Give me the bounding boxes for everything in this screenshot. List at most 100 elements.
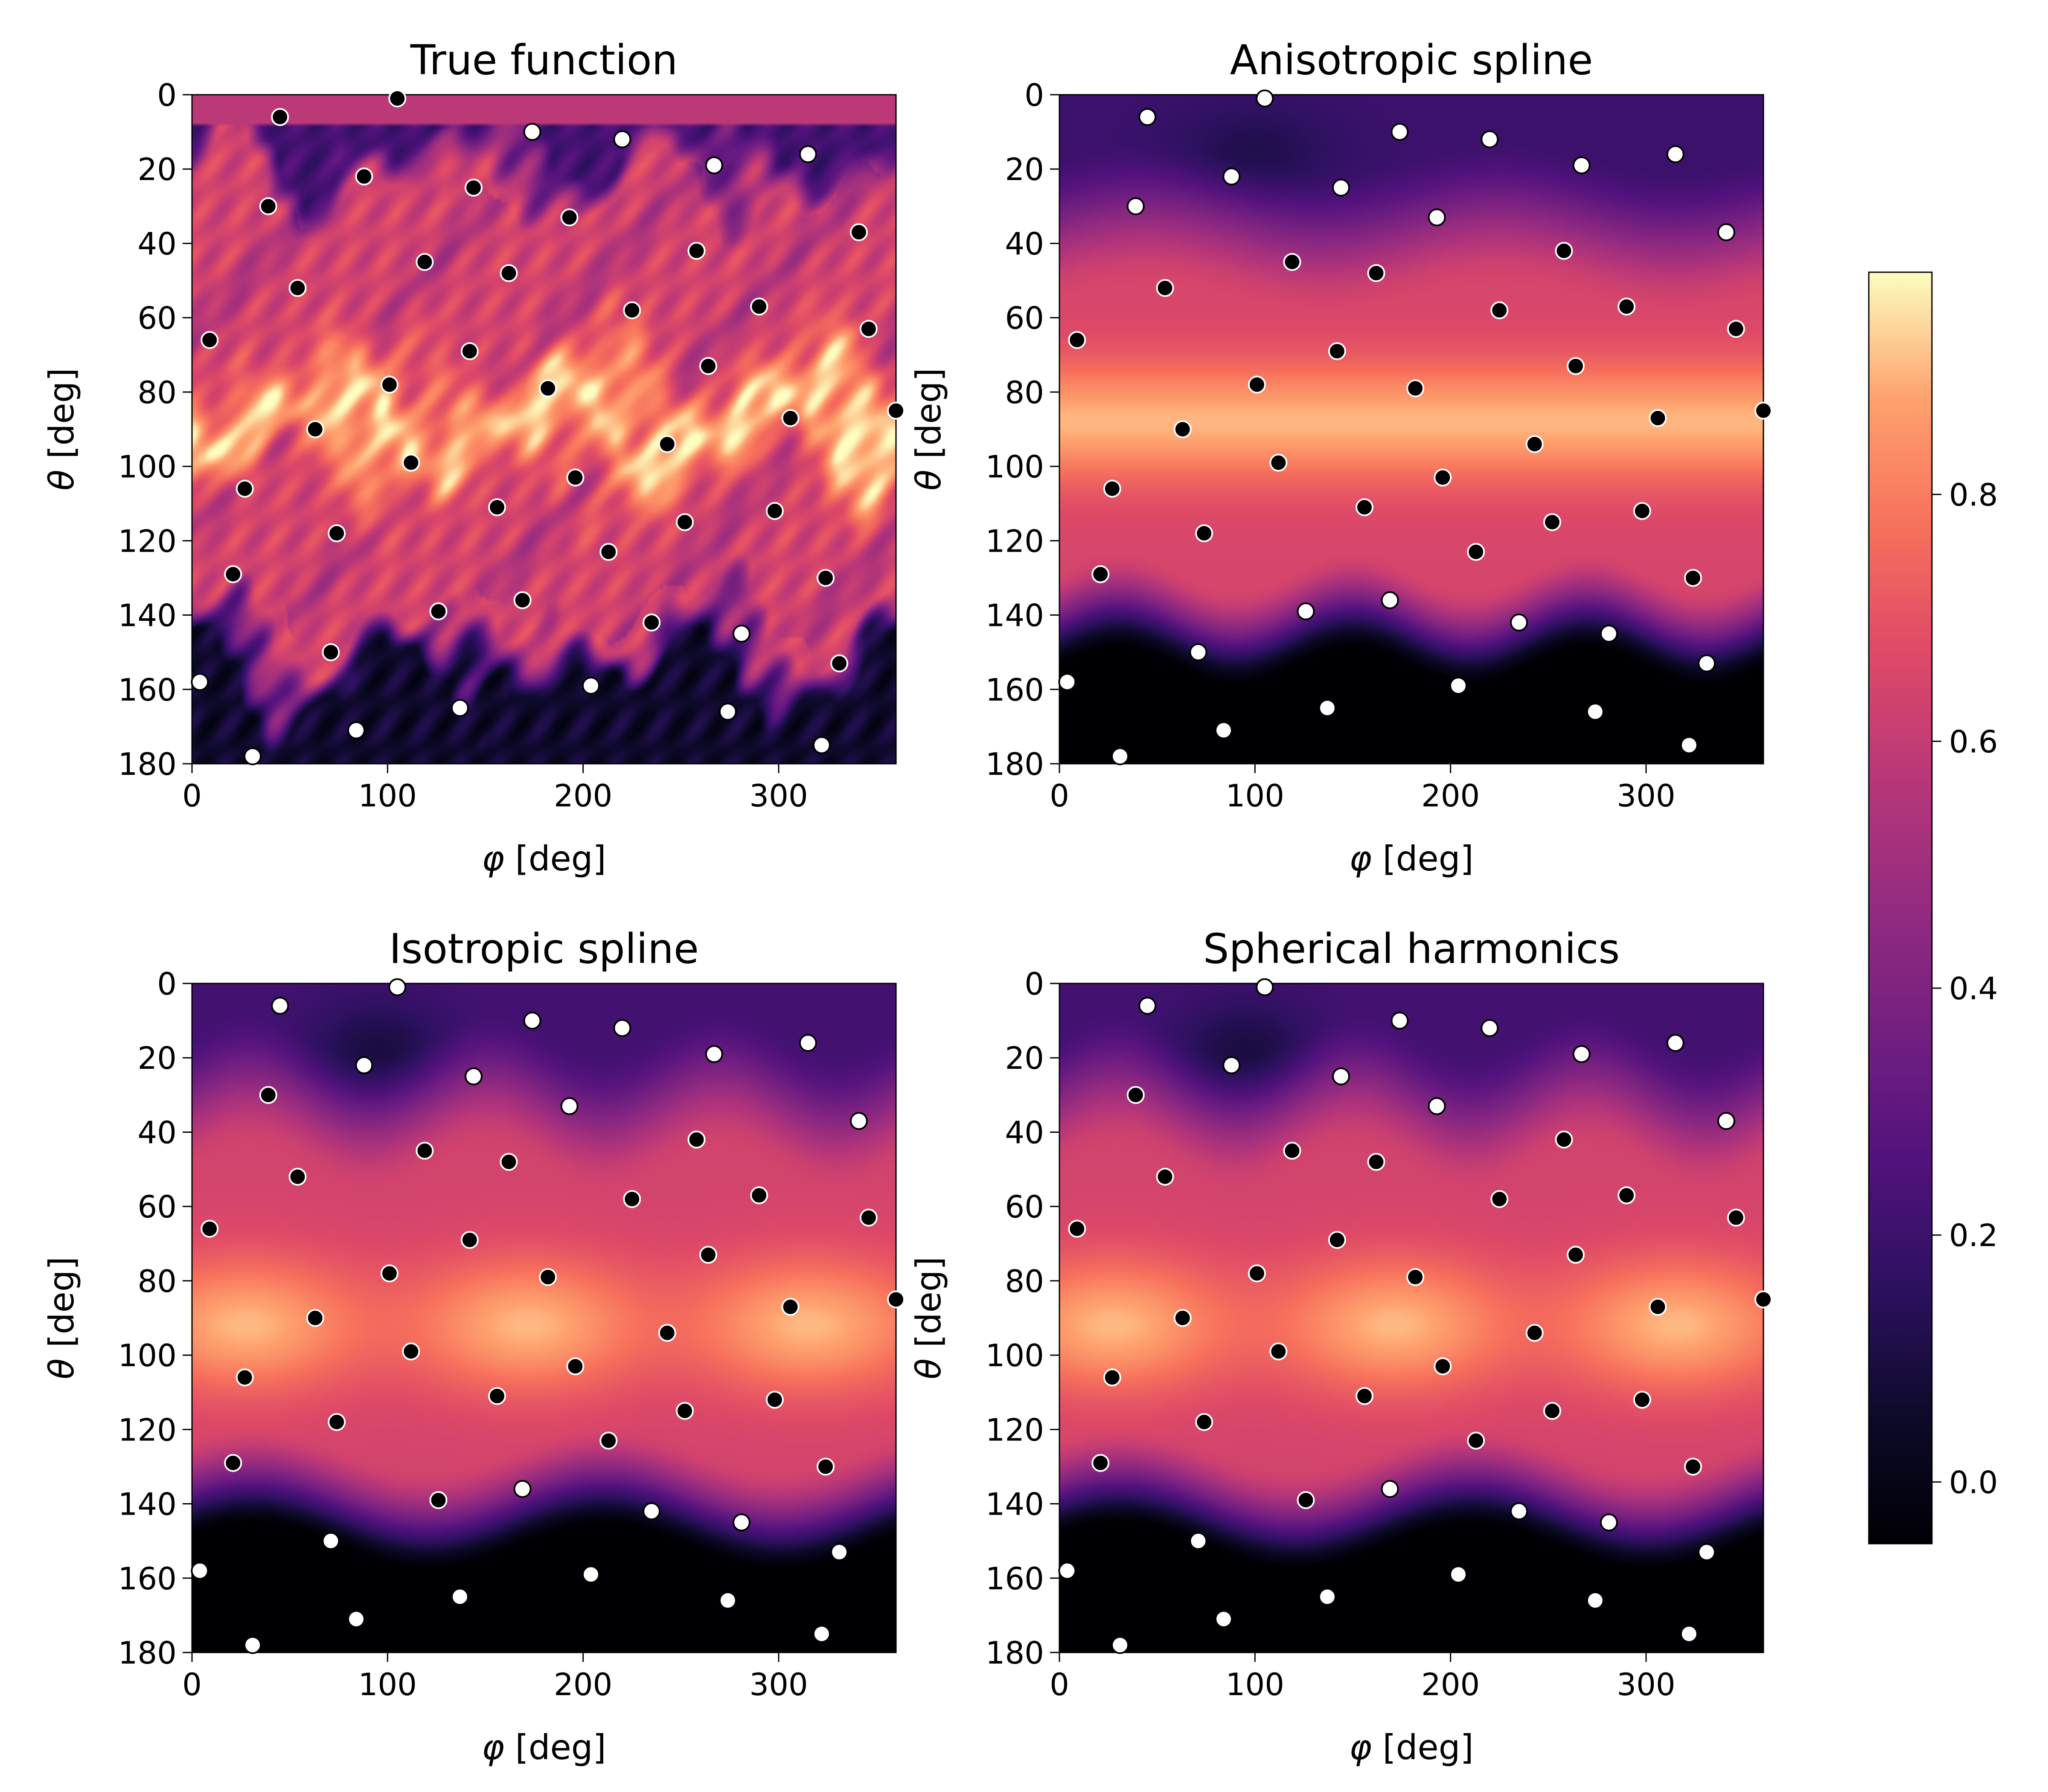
- sample-point: [1138, 108, 1157, 126]
- sample-point: [465, 178, 483, 197]
- colorbar-tick-label: 0.0: [1949, 1464, 1998, 1500]
- y-tick-label: 60: [1005, 1189, 1044, 1225]
- sample-point: [1189, 643, 1207, 661]
- sample-point: [1543, 1402, 1561, 1420]
- sample-points: [1058, 89, 1772, 765]
- sample-point: [1449, 1565, 1467, 1584]
- y-tick-label: 20: [137, 151, 177, 187]
- sample-point: [355, 167, 373, 186]
- panel-isotropic-spline: Isotropic spline 0 100 200 300 0 20 40 60 80 100…: [42, 925, 905, 1767]
- y-tick-label: 20: [1005, 151, 1044, 187]
- sample-point: [1103, 1368, 1121, 1387]
- y-tick-label: 60: [137, 1189, 177, 1225]
- panel-title: Spherical harmonics: [1203, 925, 1620, 973]
- sample-point: [1091, 1454, 1110, 1472]
- sample-point: [676, 513, 694, 531]
- sample-point: [347, 1610, 365, 1628]
- y-axis: 0 20 40 60 80 100 120 140 160 180: [118, 77, 192, 782]
- sample-point: [1173, 420, 1192, 438]
- y-tick-label: 120: [986, 523, 1044, 559]
- sample-point: [1269, 1342, 1288, 1361]
- sample-point: [643, 1502, 661, 1520]
- x-axis-label: φ [deg]: [1349, 839, 1473, 879]
- sample-point: [1572, 1045, 1591, 1063]
- sample-point: [347, 721, 365, 739]
- sample-point: [1617, 1186, 1636, 1204]
- sample-point: [1269, 454, 1288, 472]
- y-tick-label: 140: [986, 1487, 1044, 1522]
- sample-point: [488, 1387, 506, 1405]
- y-tick-label: 140: [118, 598, 177, 634]
- sample-point: [500, 1153, 518, 1171]
- sample-point: [1633, 502, 1651, 520]
- sample-point: [244, 1636, 262, 1654]
- y-tick-label: 40: [1005, 1114, 1044, 1150]
- sample-point: [566, 1357, 585, 1376]
- sample-point: [699, 1245, 717, 1264]
- sample-point: [687, 241, 706, 260]
- y-tick-label: 120: [118, 1412, 177, 1448]
- sample-point: [1111, 1636, 1129, 1654]
- y-tick-label: 0: [1024, 966, 1044, 1002]
- sample-point: [1156, 279, 1174, 297]
- sample-point: [1103, 480, 1121, 498]
- sample-point: [1058, 1562, 1076, 1580]
- sample-point: [812, 736, 831, 754]
- colorbar: 0.0 0.2 0.4 0.6 0.8: [1868, 271, 1998, 1545]
- sample-point: [1391, 123, 1409, 141]
- x-axis: 0 100 200 300: [182, 764, 808, 814]
- heatmap-image: [192, 983, 896, 1652]
- x-tick-label: 100: [1226, 1667, 1284, 1702]
- sample-point: [1406, 1268, 1425, 1286]
- x-tick-label: 100: [358, 778, 417, 814]
- sample-point: [781, 1297, 800, 1316]
- sample-point: [1490, 1190, 1509, 1208]
- sample-point: [732, 625, 751, 643]
- sample-point: [1068, 331, 1086, 349]
- y-axis-label: θ [deg]: [909, 1257, 948, 1379]
- y-tick-label: 100: [118, 449, 177, 485]
- sample-point: [224, 565, 242, 583]
- sample-point: [306, 1309, 324, 1327]
- sample-point: [1297, 1491, 1315, 1509]
- sample-point: [1406, 379, 1425, 398]
- sample-point: [1156, 1167, 1174, 1186]
- sample-point: [1717, 223, 1735, 241]
- y-tick-label: 80: [137, 1263, 177, 1299]
- sample-point: [1467, 1431, 1485, 1450]
- sample-point: [201, 1219, 219, 1238]
- sample-point: [849, 1112, 868, 1130]
- sample-point: [582, 677, 600, 695]
- y-tick-label: 20: [1005, 1040, 1044, 1076]
- y-tick-label: 80: [1005, 375, 1044, 410]
- sample-point: [523, 123, 541, 141]
- sample-point: [750, 297, 768, 316]
- sample-point: [328, 524, 346, 542]
- y-tick-label: 0: [1024, 77, 1044, 113]
- y-tick-label: 120: [986, 1412, 1044, 1448]
- sample-point: [1617, 297, 1636, 316]
- sample-point: [429, 602, 448, 620]
- sample-point: [1068, 1219, 1086, 1238]
- sample-point: [1467, 543, 1485, 561]
- sample-point: [750, 1186, 768, 1204]
- colorbar-ticks: 0.0 0.2 0.4 0.6 0.8: [1932, 477, 1998, 1500]
- sample-point: [830, 1543, 849, 1561]
- sample-point: [1195, 524, 1213, 542]
- y-tick-label: 180: [986, 1635, 1044, 1671]
- sample-point: [1649, 1297, 1667, 1316]
- colorbar-frame: [1868, 271, 1933, 1545]
- sample-point: [1698, 1543, 1716, 1561]
- x-axis: 0 100 200 300: [182, 1652, 808, 1702]
- y-tick-label: 160: [118, 672, 177, 708]
- sample-point: [1481, 130, 1499, 148]
- sample-point: [416, 1142, 434, 1160]
- y-tick-label: 0: [157, 966, 177, 1002]
- sample-point: [887, 1290, 905, 1309]
- sample-point: [1567, 1245, 1585, 1264]
- sample-point: [1490, 301, 1509, 320]
- x-axis-label: φ [deg]: [482, 1728, 606, 1767]
- heatmap-image: [1059, 983, 1763, 1652]
- sample-point: [658, 435, 676, 453]
- sample-point: [1173, 1309, 1192, 1327]
